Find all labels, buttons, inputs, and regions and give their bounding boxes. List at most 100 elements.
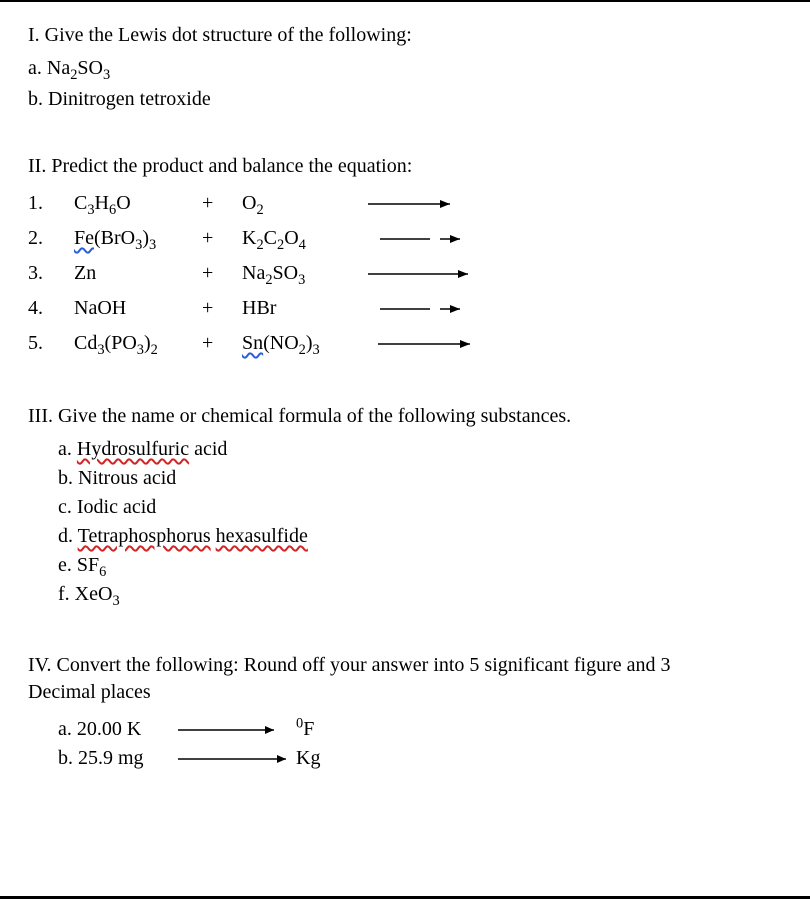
- t: F: [303, 718, 314, 740]
- eq5-num: 5.: [28, 326, 74, 361]
- s1a-na: Na: [47, 57, 70, 79]
- eq4-reactant2: HBr: [242, 291, 368, 326]
- t: O: [284, 227, 298, 249]
- eq4-plus: +: [202, 291, 242, 326]
- eq4-arrow: [368, 291, 498, 326]
- eq3-num: 3.: [28, 256, 74, 291]
- t: 2: [299, 342, 306, 358]
- s4-row-a: a. 20.00 K 0F: [58, 716, 782, 743]
- t: a.: [58, 438, 77, 460]
- t: Tetraphosphorus: [78, 525, 211, 547]
- t: 20.00 K: [77, 718, 141, 740]
- t: (NO: [263, 332, 299, 354]
- eq4-num: 4.: [28, 291, 74, 326]
- eq2-reactant1: Fe(BrO3)3: [74, 221, 202, 256]
- t: 3: [87, 202, 94, 218]
- eq1-arrow: [368, 186, 498, 221]
- eq1-plus: +: [202, 186, 242, 221]
- eq-row-3: 3. Zn + Na2SO3: [28, 256, 498, 291]
- t: e.: [58, 554, 77, 576]
- s4a-unit: 0F: [296, 716, 356, 743]
- t: b.: [58, 747, 78, 769]
- t: SF: [77, 554, 99, 576]
- eq5-plus: +: [202, 326, 242, 361]
- s4b-label: b. 25.9 mg: [58, 745, 170, 772]
- t: (PO: [105, 332, 137, 354]
- eq5-arrow: [368, 326, 498, 361]
- eq1-num: 1.: [28, 186, 74, 221]
- s3-d: d. Tetraphosphorus hexasulfide: [58, 523, 782, 550]
- s4a-arrow: [178, 723, 288, 737]
- t: 2: [256, 237, 263, 253]
- t: SO: [273, 262, 299, 284]
- s1a-so: SO: [77, 57, 103, 79]
- s4-row-b: b. 25.9 mg Kg: [58, 745, 782, 772]
- t: a.: [58, 718, 77, 740]
- t: Cd: [74, 332, 97, 354]
- section-4-heading-line2: Decimal places: [28, 679, 782, 706]
- t: Hydrosulfuric: [77, 438, 189, 460]
- eq-row-1: 1. C3H6O + O2: [28, 186, 498, 221]
- t: Sn: [242, 332, 263, 354]
- eq5-reactant2: Sn(NO2)3: [242, 326, 368, 361]
- section-2-heading: II. Predict the product and balance the …: [28, 153, 782, 180]
- s3-f: f. XeO3: [58, 581, 782, 608]
- eq1-reactant1: C3H6O: [74, 186, 202, 221]
- t: 3: [97, 342, 104, 358]
- t: acid: [189, 438, 227, 460]
- t: 2: [265, 272, 272, 288]
- eq2-num: 2.: [28, 221, 74, 256]
- eq-row-4: 4. NaOH + HBr: [28, 291, 498, 326]
- t: 2: [151, 342, 158, 358]
- t: Na: [242, 262, 265, 284]
- s3-c: c. Iodic acid: [58, 494, 782, 521]
- eq4-reactant1: NaOH: [74, 291, 202, 326]
- t: C: [264, 227, 277, 249]
- t: ): [144, 332, 151, 354]
- section-3-list: a. Hydrosulfuric acid b. Nitrous acid c.…: [58, 436, 782, 608]
- eq2-arrow: [368, 221, 498, 256]
- t: 25.9 mg: [78, 747, 144, 769]
- eq-row-2: 2. Fe(BrO3)3 + K2C2O4: [28, 221, 498, 256]
- eq-row-5: 5. Cd3(PO3)2 + Sn(NO2)3: [28, 326, 498, 361]
- eq2-plus: +: [202, 221, 242, 256]
- t: 3: [112, 593, 119, 609]
- t: 4: [299, 237, 306, 253]
- section-3-heading: III. Give the name or chemical formula o…: [28, 403, 782, 430]
- section-4-heading-line1: IV. Convert the following: Round off you…: [28, 652, 782, 679]
- t: H: [95, 192, 109, 214]
- eq5-reactant1: Cd3(PO3)2: [74, 326, 202, 361]
- equation-table: 1. C3H6O + O2 2. Fe(BrO3)3 + K2C2O4 3. Z…: [28, 186, 498, 361]
- eq3-arrow: [368, 256, 498, 291]
- section-1-item-b: b. Dinitrogen tetroxide: [28, 86, 782, 113]
- eq2-reactant2: K2C2O4: [242, 221, 368, 256]
- t: ): [142, 227, 149, 249]
- t: d.: [58, 525, 78, 547]
- t: 3: [137, 342, 144, 358]
- s1a-prefix: a.: [28, 57, 47, 79]
- eq3-reactant1: Zn: [74, 256, 202, 291]
- t: Fe: [74, 227, 94, 249]
- eq3-reactant2: Na2SO3: [242, 256, 368, 291]
- t: O: [242, 192, 256, 214]
- s3-a: a. Hydrosulfuric acid: [58, 436, 782, 463]
- s1a-sub2: 3: [103, 67, 110, 83]
- t: hexasulfide: [216, 525, 308, 547]
- t: 2: [256, 202, 263, 218]
- t: O: [116, 192, 130, 214]
- t: 3: [149, 237, 156, 253]
- s4b-unit: Kg: [296, 745, 356, 772]
- s3-b: b. Nitrous acid: [58, 465, 782, 492]
- section-1-item-a: a. Na2SO3: [28, 55, 782, 82]
- s4b-arrow: [178, 752, 288, 766]
- t: C: [74, 192, 87, 214]
- eq1-reactant2: O2: [242, 186, 368, 221]
- t: 3: [298, 272, 305, 288]
- t: K: [242, 227, 256, 249]
- t: 3: [313, 342, 320, 358]
- eq3-plus: +: [202, 256, 242, 291]
- t: XeO: [75, 583, 113, 605]
- s4a-label: a. 20.00 K: [58, 716, 170, 743]
- t: f.: [58, 583, 75, 605]
- t: (BrO: [94, 227, 135, 249]
